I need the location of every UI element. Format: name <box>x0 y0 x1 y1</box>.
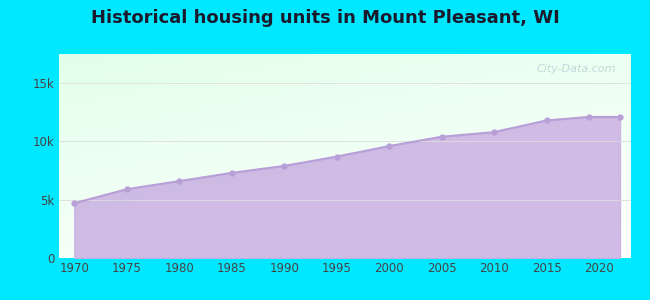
Text: Historical housing units in Mount Pleasant, WI: Historical housing units in Mount Pleasa… <box>90 9 560 27</box>
Text: City-Data.com: City-Data.com <box>537 64 616 74</box>
